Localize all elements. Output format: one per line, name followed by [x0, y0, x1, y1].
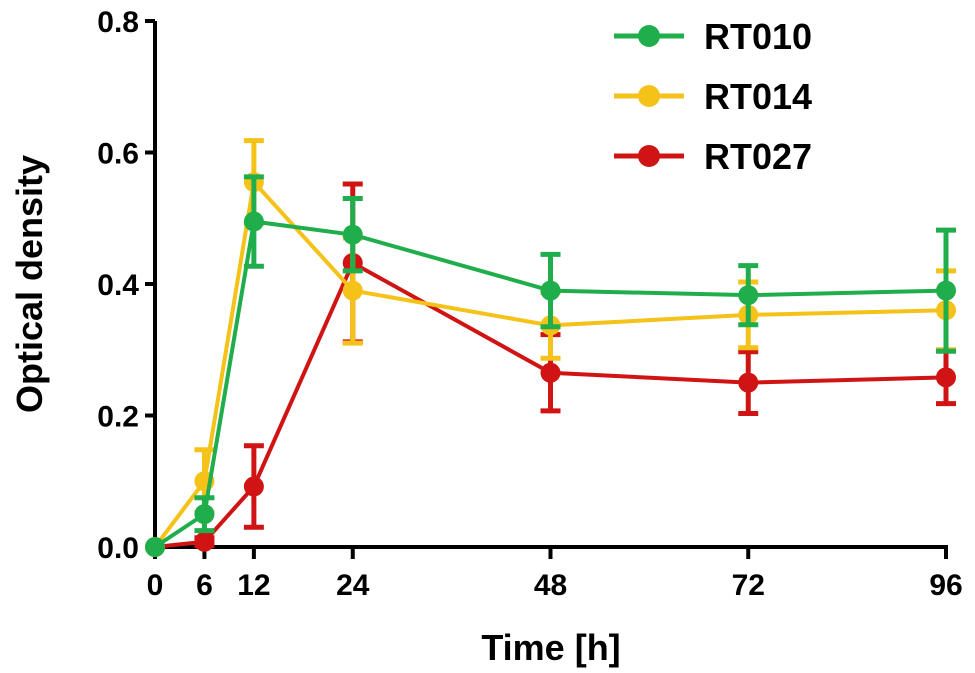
- series-layer: [145, 138, 956, 557]
- x-tick-label: 6: [196, 569, 213, 602]
- x-tick-label: 48: [534, 569, 567, 602]
- series-rt027: [145, 181, 956, 557]
- legend-marker: [638, 85, 660, 107]
- legend-label: RT027: [704, 136, 812, 177]
- data-point: [540, 362, 561, 383]
- legend-marker: [638, 25, 660, 47]
- y-tick-label: 0.0: [97, 532, 139, 565]
- y-tick-label: 0.6: [97, 138, 139, 171]
- series-rt014: [145, 138, 956, 557]
- data-point: [194, 504, 215, 525]
- y-tick-label: 0.4: [97, 269, 139, 302]
- data-point: [145, 537, 165, 557]
- axis-ticks: 0.0 0.2 0.4 0.6 0.8 0 6 12 24 48 72 96: [97, 6, 962, 602]
- data-point: [738, 285, 759, 306]
- legend: RT010 RT014 RT027: [614, 16, 812, 177]
- data-point: [540, 280, 561, 301]
- legend-marker: [638, 145, 660, 167]
- legend-label: RT010: [704, 16, 812, 57]
- y-tick-label: 0.8: [97, 6, 139, 39]
- data-point: [194, 531, 215, 552]
- x-tick-label: 24: [336, 569, 370, 602]
- y-axis-title: Optical density: [9, 155, 50, 413]
- data-point: [342, 280, 363, 301]
- data-point: [738, 372, 759, 393]
- legend-item-rt014: RT014: [614, 76, 812, 117]
- data-point: [342, 224, 363, 245]
- legend-item-rt010: RT010: [614, 16, 812, 57]
- x-axis-title: Time [h]: [481, 627, 620, 668]
- data-point: [243, 476, 264, 497]
- data-point: [243, 211, 264, 232]
- data-point: [936, 280, 956, 301]
- x-tick-label: 12: [237, 569, 270, 602]
- x-tick-label: 96: [929, 569, 962, 602]
- data-point: [936, 367, 956, 388]
- y-tick-label: 0.2: [97, 401, 139, 434]
- legend-label: RT014: [704, 76, 812, 117]
- x-tick-label: 0: [147, 569, 164, 602]
- legend-item-rt027: RT027: [614, 136, 812, 177]
- x-tick-label: 72: [732, 569, 765, 602]
- series-rt010: [145, 174, 956, 557]
